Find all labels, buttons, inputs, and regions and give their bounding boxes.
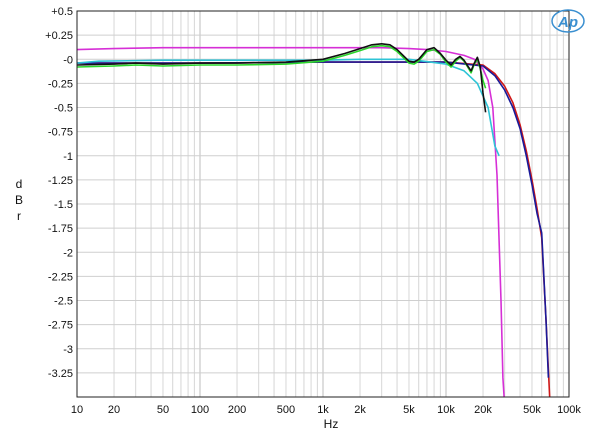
y-tick-label: -0.5 [54, 103, 73, 115]
y-tick-label: -0.25 [48, 78, 73, 90]
audio-precision-logo: Ap [551, 9, 585, 33]
x-tick-label: 10 [71, 404, 83, 416]
y-tick-label: -2.75 [48, 320, 73, 332]
x-tick-label: 500 [277, 404, 295, 416]
logo-text: Ap [557, 14, 578, 31]
logo-oval [551, 9, 585, 33]
x-tick-label: 50 [157, 404, 169, 416]
x-tick-labels: 10 20 50 100 200 500 1k 2k 5k 10k 20k 50k 100k [71, 404, 582, 416]
x-tick-label: 10k [437, 404, 455, 416]
x-tick-label: 50k [523, 404, 541, 416]
series-layer [77, 42, 551, 397]
y-tick-label: -2.5 [54, 296, 73, 308]
y-tick-label: -3.25 [48, 368, 73, 380]
series-line-4 [77, 58, 500, 157]
x-tick-label: 5k [403, 404, 415, 416]
x-tick-label: 100k [557, 404, 581, 416]
series-line-3 [77, 61, 550, 378]
y-tick-label: -0 [63, 54, 73, 66]
x-tick-label: 1k [317, 404, 329, 416]
series-line-5 [77, 44, 487, 89]
x-tick-label: 200 [228, 404, 246, 416]
x-axis-title: Hz [324, 417, 339, 431]
plot-frame [76, 10, 570, 398]
y-tick-label: -1.75 [48, 223, 73, 235]
y-tick-label: -0.75 [48, 127, 73, 139]
x-tick-label: 2k [354, 404, 366, 416]
y-tick-label: +0.25 [45, 30, 73, 42]
grid [76, 10, 569, 397]
series-line-6 [77, 42, 487, 113]
y-tick-label: -3 [63, 344, 73, 356]
y-tick-label: -2 [63, 247, 73, 259]
x-tick-label: 20 [108, 404, 120, 416]
series-line-2 [77, 61, 551, 397]
y-tick-label: +0.5 [51, 6, 73, 18]
x-tick-label: 100 [191, 404, 209, 416]
y-tick-label: -1 [63, 151, 73, 163]
y-tick-label: -2.25 [48, 271, 73, 283]
y-tick-labels: +0.5 +0.25 -0 -0.25 -0.5 -0.75 -1 -1.25 -1.5 -1.7… [45, 6, 73, 380]
x-tick-label: 20k [474, 404, 492, 416]
y-tick-label: -1.5 [54, 199, 73, 211]
y-tick-label: -1.25 [48, 175, 73, 187]
